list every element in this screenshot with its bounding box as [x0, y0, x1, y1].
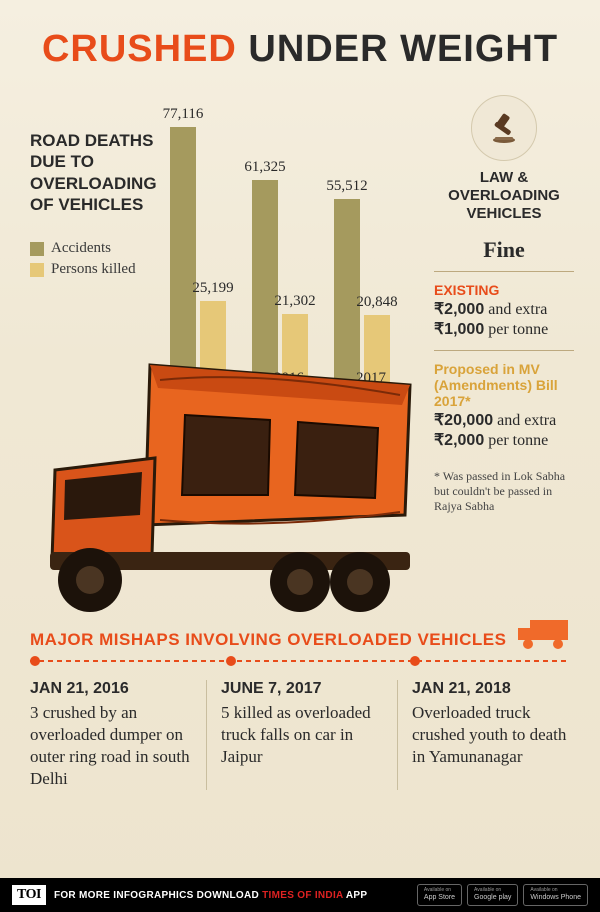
- mishaps-row: JAN 21, 2016 3 crushed by an overloaded …: [30, 680, 574, 790]
- fine-existing-heading: EXISTING: [434, 282, 574, 298]
- fine-proposed-heading: Proposed in MV (Amendments) Bill 2017*: [434, 361, 574, 409]
- mishap-date: JAN 21, 2016: [30, 680, 192, 698]
- mishap-date: JAN 21, 2018: [412, 680, 574, 698]
- bar-value: 77,116: [153, 106, 213, 123]
- legend-label-accidents: Accidents: [51, 240, 111, 257]
- store-badges: Available onApp StoreAvailable onGoogle …: [417, 884, 588, 905]
- bar-value: 21,302: [265, 293, 325, 310]
- truck-icon: [516, 616, 572, 657]
- legend-swatch-killed: [30, 263, 44, 277]
- toi-logo: TOI: [12, 885, 46, 905]
- store-badge[interactable]: Available onWindows Phone: [523, 884, 588, 905]
- mishap-item: JUNE 7, 2017 5 killed as overloaded truc…: [207, 680, 398, 790]
- infographic-root: CRUSHED UNDER WEIGHT ROAD DEATHS DUE TO …: [0, 0, 600, 912]
- legend-accidents: Accidents: [30, 240, 136, 257]
- fine-label: Fine: [434, 237, 574, 272]
- bar-value: 55,512: [317, 178, 377, 195]
- chart-legend: Accidents Persons killed: [30, 240, 136, 282]
- store-badge[interactable]: Available onApp Store: [417, 884, 462, 905]
- title-rest: UNDER WEIGHT: [248, 28, 558, 70]
- bar-value: 25,199: [183, 280, 243, 297]
- deaths-heading: ROAD DEATHS DUE TO OVERLOADING OF VEHICL…: [30, 130, 170, 215]
- law-footnote: * Was passed in Lok Sabha but couldn't b…: [434, 469, 574, 514]
- mishaps-timeline: [30, 660, 570, 662]
- legend-swatch-accidents: [30, 242, 44, 256]
- legend-label-killed: Persons killed: [51, 261, 136, 278]
- mishaps-heading: MAJOR MISHAPS INVOLVING OVERLOADED VEHIC…: [30, 630, 506, 650]
- fine-proposed-text: ₹20,000 and extra ₹2,000 per tonne: [434, 411, 574, 451]
- mishap-text: 5 killed as overloaded truck falls on ca…: [221, 702, 383, 768]
- fine-existing: EXISTING ₹2,000 and extra ₹1,000 per ton…: [434, 282, 574, 351]
- law-title: LAW & OVERLOADING VEHICLES: [434, 169, 574, 223]
- gavel-icon: [471, 95, 537, 161]
- bar-value: 20,848: [347, 294, 407, 311]
- legend-killed: Persons killed: [30, 261, 136, 278]
- mishap-text: 3 crushed by an overloaded dumper on out…: [30, 702, 192, 790]
- mishap-item: JAN 21, 2018 Overloaded truck crushed yo…: [398, 680, 574, 790]
- fine-existing-text: ₹2,000 and extra ₹1,000 per tonne: [434, 300, 574, 340]
- footer-bar: TOI FOR MORE INFOGRAPHICS DOWNLOAD TIMES…: [0, 878, 600, 912]
- fine-proposed: Proposed in MV (Amendments) Bill 2017* ₹…: [434, 361, 574, 461]
- law-panel: LAW & OVERLOADING VEHICLES Fine EXISTING…: [434, 95, 574, 514]
- main-title: CRUSHED UNDER WEIGHT: [0, 28, 600, 71]
- store-badge[interactable]: Available onGoogle play: [467, 884, 518, 905]
- mishap-date: JUNE 7, 2017: [221, 680, 383, 698]
- bar-value: 61,325: [235, 159, 295, 176]
- mishap-item: JAN 21, 2016 3 crushed by an overloaded …: [30, 680, 207, 790]
- footer-text: FOR MORE INFOGRAPHICS DOWNLOAD TIMES OF …: [54, 890, 367, 901]
- truck-illustration: [10, 330, 430, 620]
- mishap-text: Overloaded truck crushed youth to death …: [412, 702, 574, 768]
- title-accent: CRUSHED: [42, 28, 237, 70]
